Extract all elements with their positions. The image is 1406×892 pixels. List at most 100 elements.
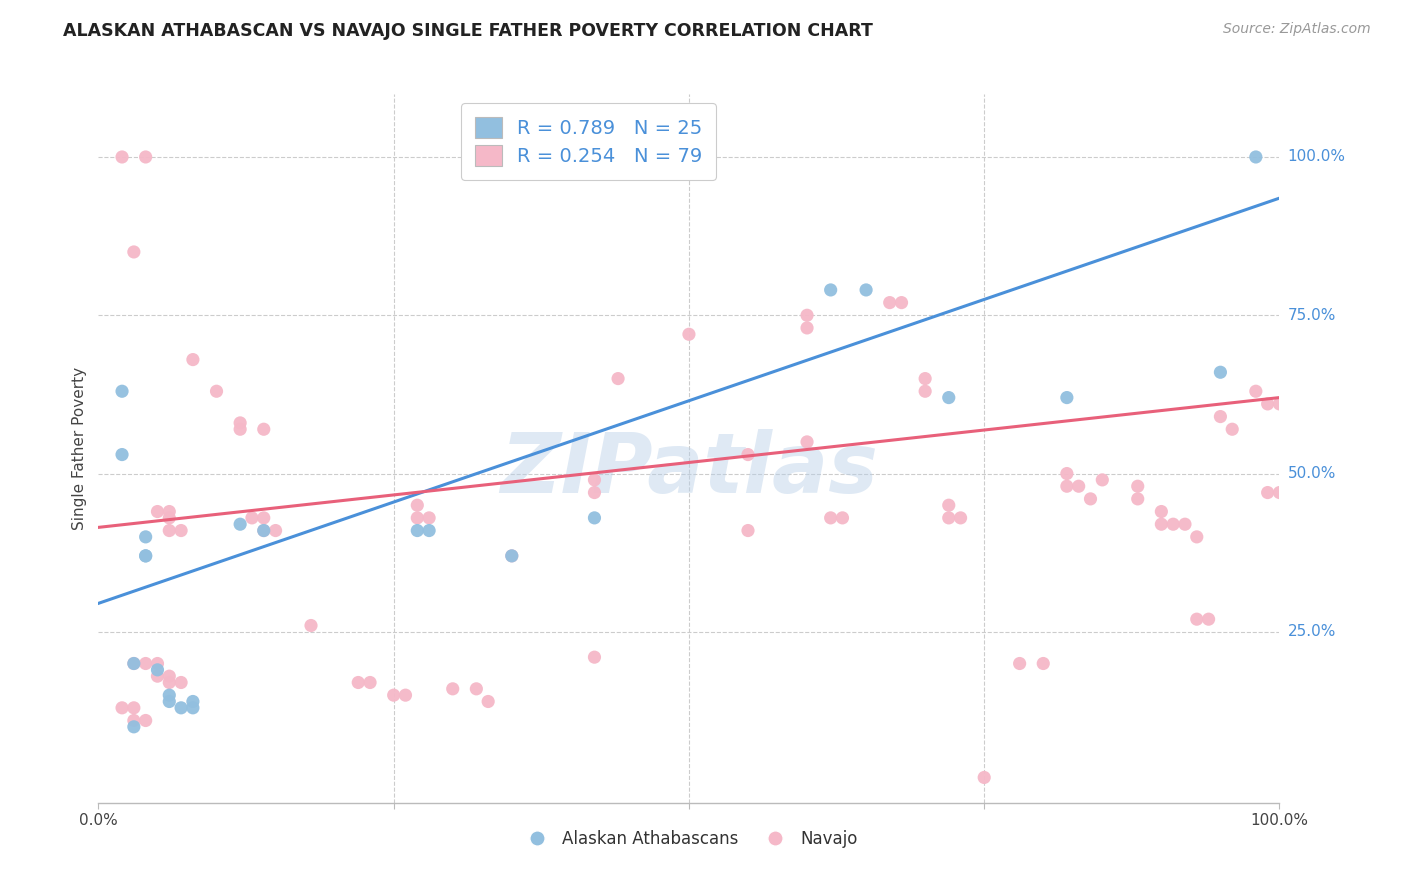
Point bbox=[146, 669, 169, 683]
Point bbox=[1268, 485, 1291, 500]
Point bbox=[157, 675, 180, 690]
Point bbox=[240, 511, 263, 525]
Point bbox=[264, 524, 287, 538]
Text: Source: ZipAtlas.com: Source: ZipAtlas.com bbox=[1223, 22, 1371, 37]
Point bbox=[1161, 517, 1184, 532]
Point bbox=[855, 283, 877, 297]
Point bbox=[157, 688, 180, 702]
Point bbox=[157, 669, 180, 683]
Point bbox=[465, 681, 488, 696]
Point bbox=[607, 371, 630, 385]
Point bbox=[111, 701, 134, 715]
Point bbox=[135, 549, 157, 563]
Point bbox=[831, 511, 853, 525]
Point bbox=[122, 244, 145, 259]
Point bbox=[122, 714, 145, 728]
Point bbox=[1091, 473, 1114, 487]
Point bbox=[146, 504, 169, 518]
Text: 50.0%: 50.0% bbox=[1288, 466, 1336, 481]
Point bbox=[253, 511, 276, 525]
Point bbox=[406, 511, 429, 525]
Point bbox=[122, 657, 145, 671]
Point bbox=[253, 524, 276, 538]
Point bbox=[122, 720, 145, 734]
Point bbox=[1150, 517, 1173, 532]
Point bbox=[583, 485, 606, 500]
Point bbox=[737, 448, 759, 462]
Point bbox=[973, 771, 995, 785]
Text: 100.0%: 100.0% bbox=[1288, 150, 1346, 164]
Text: 75.0%: 75.0% bbox=[1288, 308, 1336, 323]
Point bbox=[1056, 479, 1078, 493]
Point bbox=[1257, 485, 1279, 500]
Point bbox=[938, 511, 960, 525]
Point bbox=[1209, 409, 1232, 424]
Point bbox=[146, 663, 169, 677]
Point bbox=[229, 422, 252, 436]
Point bbox=[938, 498, 960, 512]
Point bbox=[418, 524, 440, 538]
Point bbox=[1244, 150, 1267, 164]
Point bbox=[170, 524, 193, 538]
Point bbox=[359, 675, 381, 690]
Point bbox=[181, 701, 204, 715]
Point bbox=[1220, 422, 1243, 436]
Point bbox=[1126, 491, 1149, 506]
Point bbox=[181, 694, 204, 708]
Point bbox=[441, 681, 464, 696]
Point bbox=[1067, 479, 1090, 493]
Point bbox=[111, 150, 134, 164]
Point bbox=[135, 657, 157, 671]
Point bbox=[122, 701, 145, 715]
Point bbox=[418, 511, 440, 525]
Point bbox=[181, 352, 204, 367]
Point bbox=[949, 511, 972, 525]
Y-axis label: Single Father Poverty: Single Father Poverty bbox=[72, 367, 87, 530]
Point bbox=[122, 657, 145, 671]
Point bbox=[914, 371, 936, 385]
Point bbox=[477, 694, 499, 708]
Text: 25.0%: 25.0% bbox=[1288, 624, 1336, 640]
Point bbox=[1209, 365, 1232, 379]
Point bbox=[1185, 612, 1208, 626]
Point bbox=[1032, 657, 1054, 671]
Point bbox=[299, 618, 322, 632]
Point bbox=[157, 694, 180, 708]
Point bbox=[347, 675, 370, 690]
Point bbox=[796, 434, 818, 449]
Point bbox=[170, 701, 193, 715]
Point bbox=[501, 549, 523, 563]
Legend: Alaskan Athabascans, Navajo: Alaskan Athabascans, Navajo bbox=[513, 823, 865, 855]
Point bbox=[1257, 397, 1279, 411]
Point bbox=[157, 524, 180, 538]
Text: ZIPatlas: ZIPatlas bbox=[501, 429, 877, 510]
Point bbox=[1174, 517, 1197, 532]
Point bbox=[1056, 391, 1078, 405]
Point bbox=[820, 511, 842, 525]
Point bbox=[406, 498, 429, 512]
Point bbox=[890, 295, 912, 310]
Point bbox=[1126, 479, 1149, 493]
Point bbox=[157, 504, 180, 518]
Point bbox=[406, 524, 429, 538]
Point bbox=[583, 473, 606, 487]
Point bbox=[111, 384, 134, 399]
Point bbox=[111, 448, 134, 462]
Point bbox=[135, 530, 157, 544]
Point bbox=[135, 150, 157, 164]
Point bbox=[583, 650, 606, 665]
Point bbox=[229, 416, 252, 430]
Point bbox=[1268, 397, 1291, 411]
Point bbox=[501, 549, 523, 563]
Point bbox=[1150, 504, 1173, 518]
Point bbox=[938, 391, 960, 405]
Point bbox=[796, 321, 818, 335]
Point bbox=[229, 517, 252, 532]
Point bbox=[253, 422, 276, 436]
Point bbox=[1056, 467, 1078, 481]
Point bbox=[170, 675, 193, 690]
Point bbox=[1198, 612, 1220, 626]
Point bbox=[796, 308, 818, 322]
Point bbox=[583, 511, 606, 525]
Point bbox=[1008, 657, 1031, 671]
